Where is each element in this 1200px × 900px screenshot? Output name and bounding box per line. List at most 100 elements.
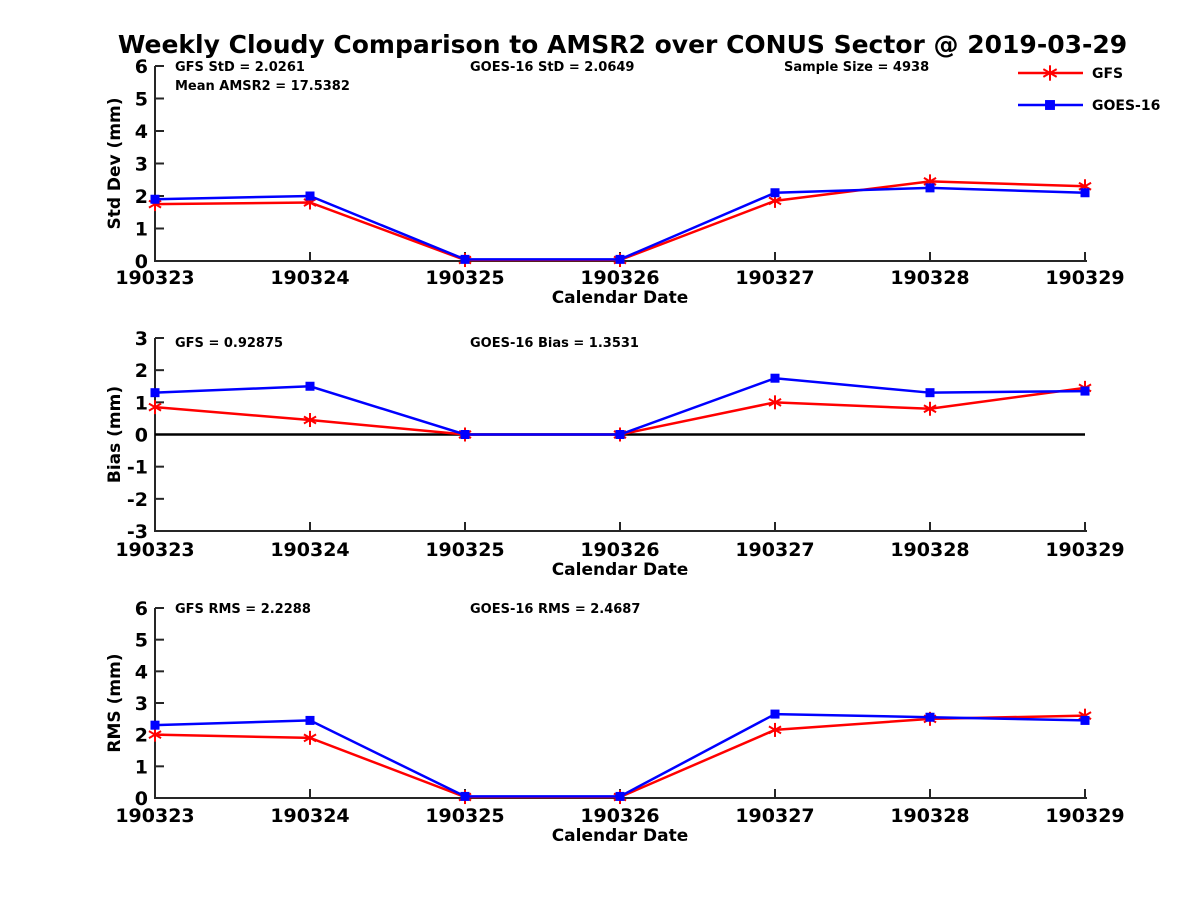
rms-plot: 0 1 2 3 4 5 6 190323 190324 190325 190326 190327 190… xyxy=(105,598,1125,846)
asterisk-marker-icon xyxy=(1042,65,1058,81)
x-tick-label: 190329 xyxy=(1045,539,1124,561)
square-marker-icon xyxy=(305,715,315,725)
gfs-line xyxy=(154,714,1086,799)
x-tick-label: 190327 xyxy=(735,267,814,289)
x-tick-label: 190329 xyxy=(1045,805,1124,827)
x-tick-label: 190328 xyxy=(890,805,969,827)
asterisk-marker-icon xyxy=(148,400,162,415)
y-tick-label: 0 xyxy=(135,788,148,810)
square-marker-icon xyxy=(770,188,780,198)
y-axis-label: RMS (mm) xyxy=(105,653,125,752)
x-axis-label: Calendar Date xyxy=(552,288,689,308)
square-marker-icon xyxy=(1080,188,1090,198)
square-marker-icon xyxy=(925,712,935,722)
y-tick-label: 3 xyxy=(135,328,148,350)
std-dev-plot: 0 1 2 3 4 5 6 190323 190324 190325 190326 190327 190… xyxy=(105,56,1160,308)
asterisk-marker-icon xyxy=(768,722,782,737)
y-tick-label: 1 xyxy=(135,392,148,414)
stat-annotation: GOES-16 Bias = 1.3531 xyxy=(470,336,639,351)
x-tick-label: 190328 xyxy=(890,539,969,561)
square-marker-icon xyxy=(150,720,160,730)
stat-annotation: GFS StD = 2.0261 xyxy=(175,60,305,75)
x-tick-label: 190327 xyxy=(735,539,814,561)
y-tick-label: 4 xyxy=(135,121,148,143)
square-marker-icon xyxy=(150,194,160,204)
y-tick-label: 5 xyxy=(135,89,148,111)
square-marker-icon xyxy=(460,791,470,801)
y-tick-label: 1 xyxy=(135,756,148,778)
chart-title: Weekly Cloudy Comparison to AMSR2 over C… xyxy=(117,30,1128,59)
y-tick-label: -2 xyxy=(127,489,148,511)
square-marker-icon xyxy=(1080,715,1090,725)
stat-annotation: Sample Size = 4938 xyxy=(784,60,929,75)
square-marker-icon xyxy=(770,709,780,719)
x-tick-label: 190324 xyxy=(270,805,349,827)
goes-16-series xyxy=(150,709,1090,801)
asterisk-marker-icon xyxy=(303,413,317,428)
y-tick-label: -3 xyxy=(127,521,148,543)
asterisk-marker-icon xyxy=(923,401,937,416)
stat-annotation: GOES-16 StD = 2.0649 xyxy=(470,60,634,75)
y-tick-label: 3 xyxy=(135,693,148,715)
goes-16-series xyxy=(150,373,1090,439)
legend: GFS GOES-16 xyxy=(1018,65,1160,114)
y-axis-label: Std Dev (mm) xyxy=(105,97,125,229)
square-marker-icon xyxy=(770,373,780,383)
x-tick-label: 190328 xyxy=(890,267,969,289)
x-tick-label: 190323 xyxy=(115,805,194,827)
square-marker-icon xyxy=(1045,100,1055,110)
y-tick-label: 6 xyxy=(135,598,148,620)
square-marker-icon xyxy=(305,381,315,391)
x-axis-label: Calendar Date xyxy=(552,826,689,846)
stat-annotation: GFS RMS = 2.2288 xyxy=(175,602,311,617)
square-marker-icon xyxy=(1080,386,1090,396)
x-tick-label: 190323 xyxy=(115,267,194,289)
x-tick-label: 190326 xyxy=(580,267,659,289)
goes-16-line xyxy=(154,186,1086,261)
goes-16-line xyxy=(154,712,1086,798)
square-marker-icon xyxy=(925,183,935,193)
stat-annotation: GFS = 0.92875 xyxy=(175,336,283,351)
asterisk-marker-icon xyxy=(148,727,162,742)
square-marker-icon xyxy=(460,254,470,264)
legend-label: GFS xyxy=(1092,66,1123,82)
x-tick-label: 190325 xyxy=(425,267,504,289)
y-tick-label: 0 xyxy=(135,425,148,447)
square-marker-icon xyxy=(305,191,315,201)
y-tick-label: 3 xyxy=(135,154,148,176)
x-tick-label: 190327 xyxy=(735,805,814,827)
square-marker-icon xyxy=(615,430,625,439)
y-tick-label: 2 xyxy=(135,725,148,747)
axes-spines xyxy=(154,607,1087,799)
y-tick-label: -1 xyxy=(127,457,148,479)
x-tick-label: 190324 xyxy=(270,539,349,561)
x-tick-label: 190326 xyxy=(580,805,659,827)
legend-entry-goes-16: GOES-16 xyxy=(1018,98,1160,114)
gfs-line xyxy=(154,180,1086,262)
y-tick-label: 2 xyxy=(135,360,148,382)
bias-plot: -3 -2 -1 0 1 2 3 190323 190324 190325 190326 190327… xyxy=(105,328,1125,580)
stat-annotation: Mean AMSR2 = 17.5382 xyxy=(175,79,350,94)
square-marker-icon xyxy=(460,430,470,439)
stat-annotation: GOES-16 RMS = 2.4687 xyxy=(470,602,640,617)
axes-spines xyxy=(154,65,1087,262)
goes-16-series xyxy=(150,183,1090,264)
y-axis-label: Bias (mm) xyxy=(105,386,125,483)
square-marker-icon xyxy=(925,388,935,398)
x-tick-label: 190324 xyxy=(270,267,349,289)
y-tick-label: 0 xyxy=(135,251,148,273)
legend-label: GOES-16 xyxy=(1092,98,1160,114)
x-tick-label: 190329 xyxy=(1045,267,1124,289)
y-tick-label: 5 xyxy=(135,630,148,652)
square-marker-icon xyxy=(615,791,625,801)
x-tick-label: 190325 xyxy=(425,805,504,827)
square-marker-icon xyxy=(615,254,625,264)
square-marker-icon xyxy=(150,388,160,398)
asterisk-marker-icon xyxy=(303,730,317,745)
y-tick-label: 4 xyxy=(135,661,148,683)
x-tick-label: 190326 xyxy=(580,539,659,561)
y-tick-label: 6 xyxy=(135,56,148,78)
y-tick-label: 2 xyxy=(135,186,148,208)
